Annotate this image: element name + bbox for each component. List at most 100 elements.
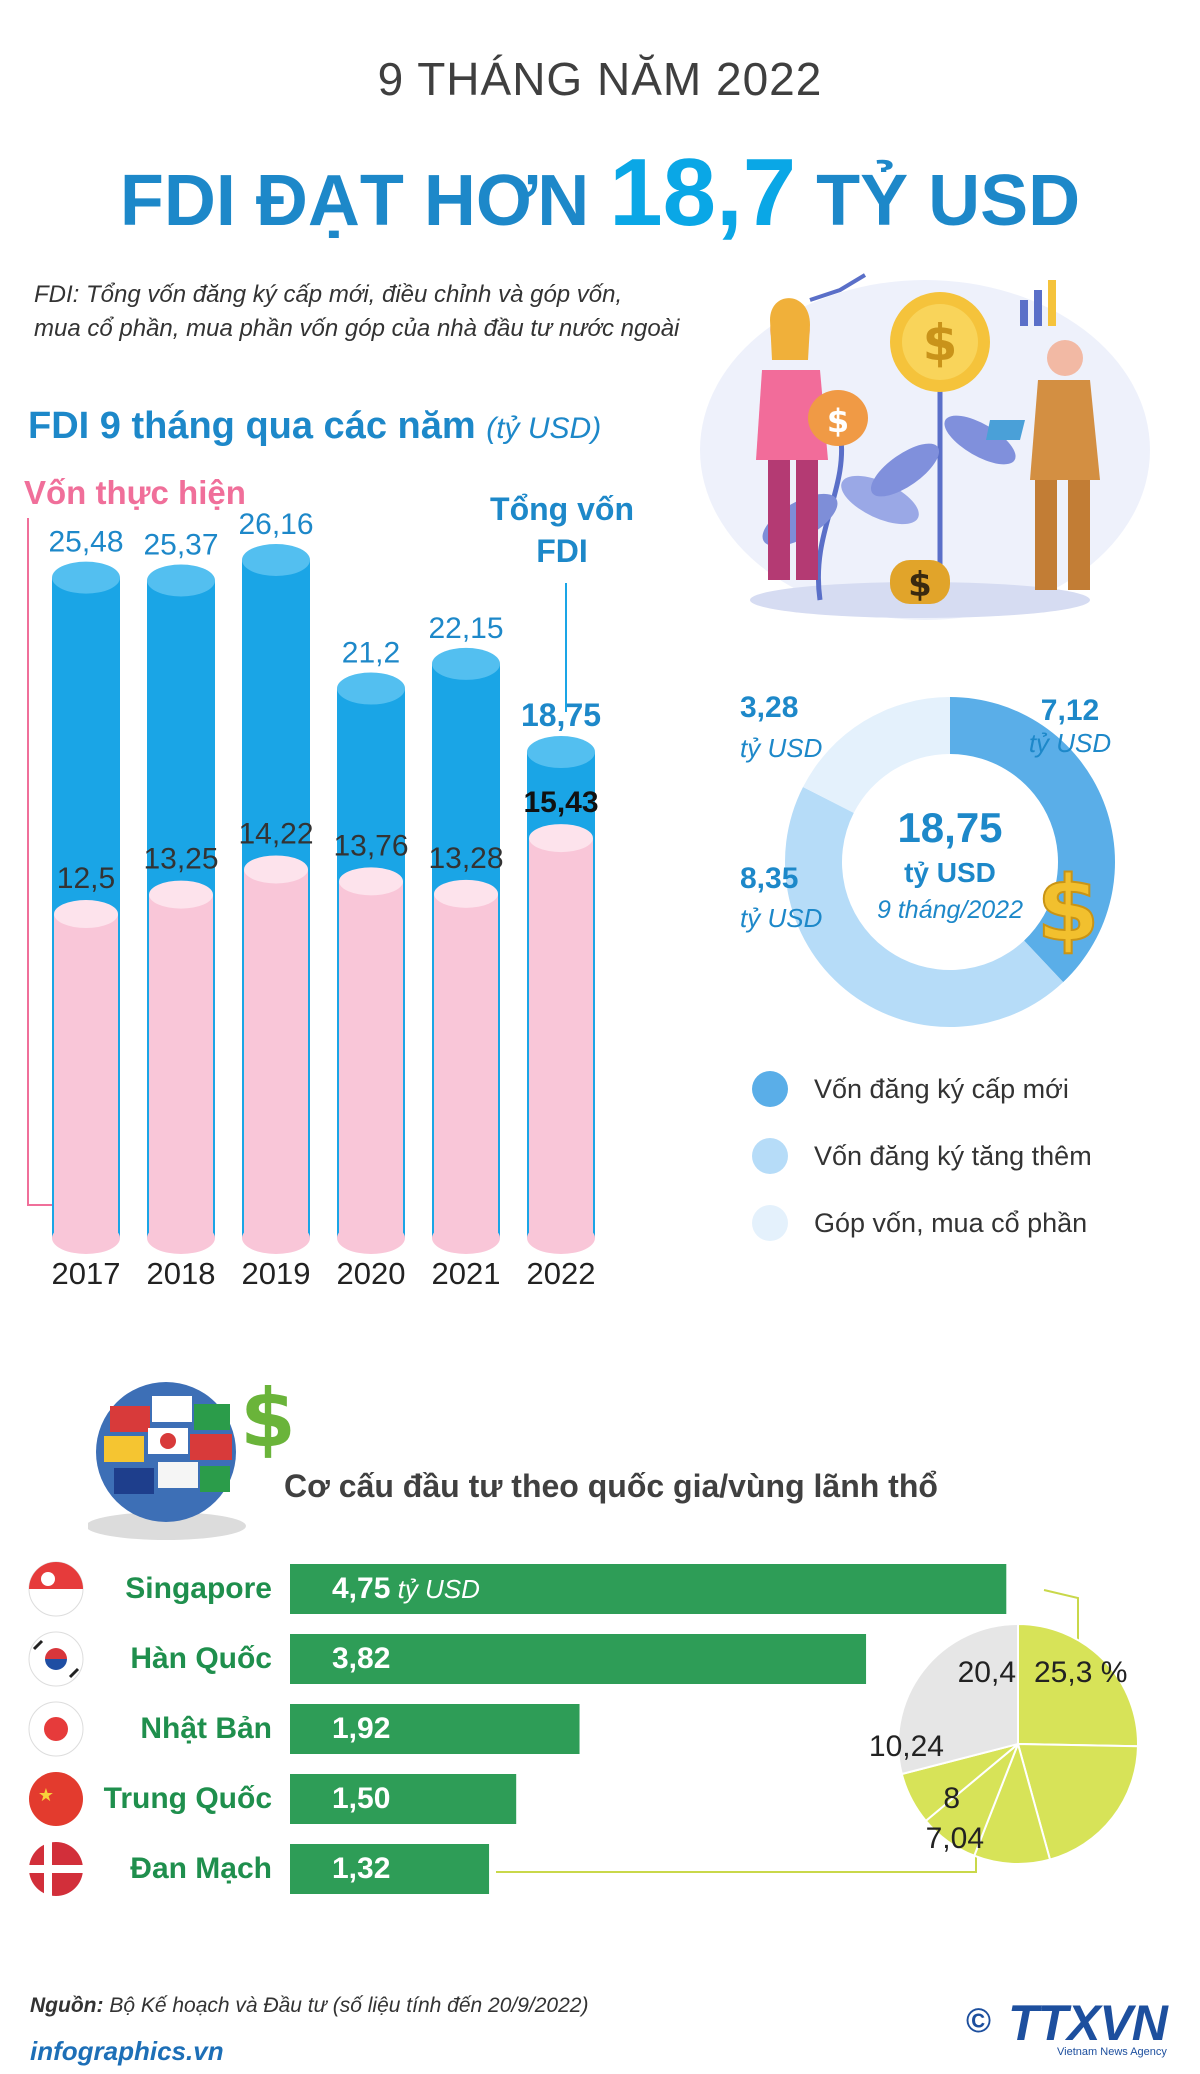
definition-line-2: mua cổ phần, mua phần vốn góp của nhà đầ… [34,315,680,342]
flag-china-icon: ★ [29,1772,83,1826]
pie-label-1: 20,4 [958,1656,1016,1689]
bar-total-top-2017 [52,561,120,594]
country-value-2: 1,92 [332,1712,391,1745]
country-name-3: Trung Quốc [103,1782,272,1815]
donut-label-value-2: 3,28 [740,691,798,724]
country-name-2: Nhật Bản [140,1712,272,1745]
total-series-label: Tổng vốn FDI [472,488,652,572]
country-bar-2 [290,1704,580,1754]
donut-center-value: 18,75 [897,804,1002,851]
dollar-icon: $ [1037,857,1100,962]
bar-year-label-2020: 2020 [337,1256,406,1291]
fdi-definition: FDI: Tổng vốn đăng ký cấp mới, điều chỉn… [34,278,734,346]
ttxvn-logo-sub: Vietnam News Agency [1057,2046,1167,2058]
bar-realized-2017 [54,914,118,1238]
pie-label-3: 8 [943,1782,960,1815]
bar-total-top-2020 [337,672,405,705]
donut-slice-0 [950,697,1115,983]
bar-base-2019 [242,1222,310,1254]
total-label-line-2: FDI [536,533,588,569]
source-note: Nguồn: Bộ Kế hoạch và Đầu tư (số liệu tí… [30,1994,588,2018]
bar-total-label-2017: 25,48 [48,526,123,559]
country-name-1: Hàn Quốc [130,1642,272,1675]
bar-realized-label-2020: 13,76 [333,829,408,862]
donut-center-unit: tỷ USD [904,857,996,888]
donut-slice-2 [803,697,950,813]
flag-japan-icon [28,1701,84,1757]
bar-realized-label-2019: 14,22 [238,817,313,850]
copyright-symbol: © [966,2002,992,2040]
bar-realized-top-2017 [54,900,118,929]
flag-singapore-icon [28,1561,84,1617]
svg-text:$: $ [908,565,932,605]
country-chart-title: Cơ cấu đầu tư theo quốc gia/vùng lãnh th… [284,1468,938,1504]
pie-connector-bottom [496,1840,977,1873]
svg-text:$: $ [827,402,849,440]
realized-series-label: Vốn thực hiện [24,474,246,511]
pie-slice-1 [1016,1742,1139,1861]
footer-site-link[interactable]: infographics.vn [30,2036,224,2066]
legend-label-shares: Góp vốn, mua cổ phần [814,1207,1088,1238]
svg-text:$: $ [923,314,958,372]
country-value-4: 1,32 [332,1852,391,1885]
donut-center-note: 9 tháng/2022 [877,896,1023,924]
bar-realized-top-2021 [434,879,498,908]
bar-base-2018 [147,1222,215,1254]
pie-slice-2 [972,1740,1052,1865]
source-label: Nguồn: [30,1994,104,2017]
fdi-yearly-bar-chart: 25,48 12,5 2017 25,37 13,25 2018 26,16 14,22 201… [27,508,601,1291]
ttxvn-logo-text: TTXVN [1008,1995,1168,2051]
page-title: FDI ĐẠT HƠN 18,7 TỶ USD [0,138,1200,248]
title-highlight: 18,7 [609,139,797,246]
bar-realized-2019 [244,869,308,1238]
legend-label-new: Vốn đăng ký cấp mới [814,1073,1069,1104]
pie-connector-top [1043,1589,1079,1640]
donut-label-value-1: 8,35 [740,862,798,895]
donut-label-unit-0: tỷ USD [1029,728,1111,758]
bar-realized-top-2018 [149,880,213,909]
bar-chart-title: FDI 9 tháng qua các năm (tỷ USD) [28,405,601,448]
country-name-4: Đan Mạch [130,1852,272,1885]
definition-line-1: FDI: Tổng vốn đăng ký cấp mới, điều chỉn… [34,281,623,308]
pie-label-4: 7,04 [926,1822,984,1855]
bar-realized-label-2022: 15,43 [523,786,598,819]
svg-text:★: ★ [38,1785,54,1806]
bar-total-label-2020: 21,2 [342,637,400,670]
ttxvn-logo: TTXVN Vietnam News Agency [1008,1994,1168,2058]
donut-slice-1 [785,787,1064,1027]
legend-item-increase: Vốn đăng ký tăng thêm [752,1136,1092,1176]
pie-slice-0 [1017,1622,1139,1748]
bar-year-label-2019: 2019 [242,1256,311,1291]
bar-total-top-2018 [147,564,215,597]
legend-swatch-new [752,1071,788,1107]
bar-realized-top-2019 [244,855,308,884]
bar-realized-2020 [339,881,403,1238]
country-bar-0 [290,1564,1007,1614]
pie-label-0: 25,3 % [1034,1656,1127,1689]
bar-realized-2018 [149,894,213,1238]
donut-label-unit-2: tỷ USD [740,733,822,763]
bar-year-label-2017: 2017 [52,1256,121,1291]
bar-realized-label-2018: 13,25 [143,843,218,876]
legend-label-increase: Vốn đăng ký tăng thêm [814,1140,1092,1171]
title-suffix: TỶ USD [816,161,1081,241]
donut-label-unit-1: tỷ USD [740,903,822,933]
bar-total-label-2021: 22,15 [428,612,503,645]
bar-base-2021 [432,1222,500,1254]
bar-realized-top-2020 [339,867,403,896]
country-value-3: 1,50 [332,1782,391,1815]
bar-realized-label-2021: 13,28 [428,842,503,875]
country-value-0: 4,75 tỷ USD [332,1572,480,1605]
bar-total-top-2022 [527,736,595,769]
bar-total-top-2021 [432,647,500,680]
investment-illustration: $ $ $ [700,273,1150,620]
bar-chart-title-text: FDI 9 tháng qua các năm [28,405,476,447]
bar-base-2022 [527,1222,595,1254]
total-label-line-1: Tổng vốn [490,491,634,527]
bar-total-label-2019: 26,16 [238,508,313,541]
bar-total-label-2022: 18,75 [521,697,601,733]
bar-chart-unit: (tỷ USD) [486,412,602,445]
subtitle: 9 THÁNG NĂM 2022 [377,53,823,105]
